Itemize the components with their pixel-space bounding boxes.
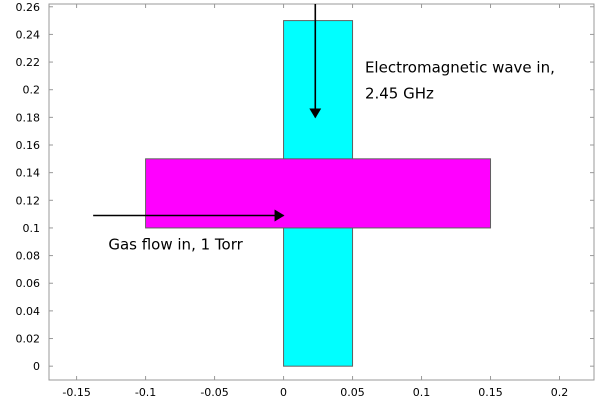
wave-annotation-line: Electromagnetic wave in, (365, 58, 555, 76)
y-tick-label: 0.2 (23, 84, 41, 97)
y-tick-label: 0.02 (16, 333, 41, 346)
y-tick-label: 0 (33, 360, 40, 373)
y-tick-label: 0.24 (16, 28, 41, 41)
y-tick-label: 0.14 (16, 167, 41, 180)
gas-channel-region (145, 158, 492, 229)
x-tick-label: 0.15 (478, 386, 503, 399)
y-tick-label: 0.08 (16, 250, 41, 263)
y-tick-label: 0.18 (16, 111, 41, 124)
x-tick-label: 0.1 (413, 386, 431, 399)
x-tick-label: -0.05 (200, 386, 228, 399)
x-tick-label: -0.15 (62, 386, 90, 399)
y-tick-label: 0.04 (16, 305, 41, 318)
wave-annotation-line: 2.45 GHz (365, 85, 434, 103)
y-tick-label: 0.22 (16, 56, 41, 69)
y-tick-label: 0.16 (16, 139, 41, 152)
x-tick-label: 0.2 (551, 386, 569, 399)
x-tick-label: 0.05 (340, 386, 365, 399)
y-tick-label: 0.1 (23, 222, 41, 235)
y-tick-label: 0.26 (16, 1, 41, 14)
gas-annotation-line: Gas flow in, 1 Torr (108, 235, 243, 253)
x-tick-label: 0 (280, 386, 287, 399)
y-tick-label: 0.12 (16, 194, 41, 207)
y-tick-label: 0.06 (16, 277, 41, 290)
x-tick-label: -0.1 (135, 386, 156, 399)
